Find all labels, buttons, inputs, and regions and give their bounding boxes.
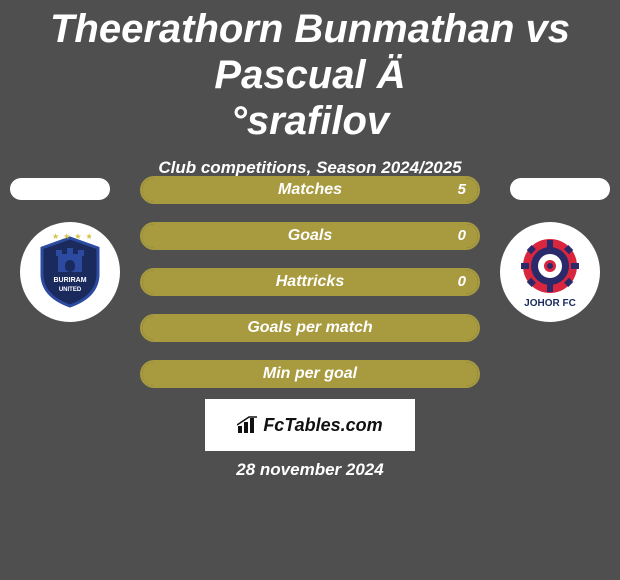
stat-bar-value: 0 [458, 224, 466, 248]
svg-text:UNITED: UNITED [59, 287, 82, 293]
stat-bar: Matches5 [140, 176, 480, 204]
stat-bar: Goals per match [140, 314, 480, 342]
stat-bars: Matches5Goals0Hattricks0Goals per matchM… [140, 176, 480, 406]
stat-bar-label: Matches [142, 178, 478, 202]
date: 28 november 2024 [0, 460, 620, 480]
bar-chart-icon [237, 416, 259, 434]
brand-box: FcTables.com [205, 399, 415, 451]
svg-text:BURIRAM: BURIRAM [53, 277, 86, 284]
stat-bar-value: 0 [458, 270, 466, 294]
stat-bar-value: 5 [458, 178, 466, 202]
buriram-crest-icon: BURIRAM UNITED [38, 236, 102, 308]
country-pill-left [10, 178, 110, 200]
stat-bar-label: Goals per match [142, 316, 478, 340]
brand: FcTables.com [237, 415, 382, 436]
club-logo-right: JOHOR FC [500, 222, 600, 322]
stat-bar: Hattricks0 [140, 268, 480, 296]
stat-bar: Goals0 [140, 222, 480, 250]
stat-bar: Min per goal [140, 360, 480, 388]
title-line2: °srafilov [231, 99, 389, 143]
country-pill-right [510, 178, 610, 200]
stat-bar-label: Min per goal [142, 362, 478, 386]
subtitle: Club competitions, Season 2024/2025 [0, 158, 620, 178]
page-title: Theerathorn Bunmathan vs Pascual Ä °sraf… [0, 0, 620, 144]
title-line1: Theerathorn Bunmathan vs Pascual Ä [50, 7, 570, 97]
johor-crest-icon: JOHOR FC [508, 230, 592, 314]
brand-text: FcTables.com [263, 415, 382, 436]
svg-text:JOHOR FC: JOHOR FC [524, 298, 576, 309]
stat-bar-label: Hattricks [142, 270, 478, 294]
stat-bar-label: Goals [142, 224, 478, 248]
club-logo-left: ★★★★ BURIRAM UNITED [20, 222, 120, 322]
